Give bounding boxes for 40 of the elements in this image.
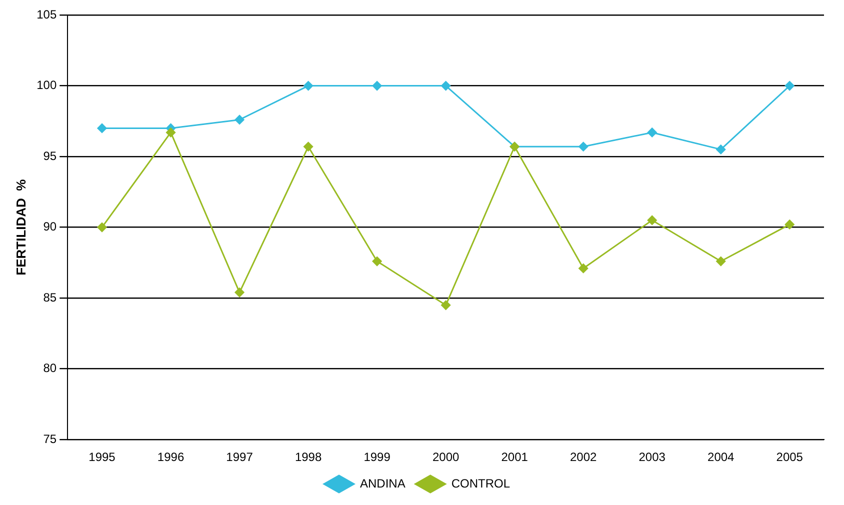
x-tick-label: 1996 (157, 450, 184, 464)
x-tick-label: 1998 (294, 450, 322, 464)
point (97, 123, 107, 133)
x-tick-label: 2003 (638, 450, 666, 464)
point (304, 142, 314, 152)
x-tick-label: 2000 (432, 450, 460, 464)
point (647, 215, 657, 225)
point (716, 144, 726, 154)
y-tick-label: 95 (43, 148, 57, 163)
y-axis-title: FERTILIDAD % (13, 178, 28, 276)
point (372, 256, 382, 266)
point (716, 256, 726, 266)
legend-label: CONTROL (451, 476, 510, 490)
point (578, 264, 588, 274)
point (784, 220, 794, 230)
point (234, 114, 244, 124)
x-tick-label: 2001 (501, 450, 528, 464)
point (166, 128, 176, 138)
point (234, 288, 244, 298)
point (372, 81, 382, 91)
legend-label: ANDINA (360, 476, 406, 490)
y-tick-label: 100 (36, 78, 57, 92)
point (304, 81, 314, 91)
x-tick-label: 2002 (570, 450, 598, 464)
y-tick-label: 105 (36, 7, 57, 22)
point (441, 300, 451, 310)
y-tick-label: 90 (43, 220, 57, 234)
x-tick-label: 1995 (88, 450, 116, 464)
y-tick-label: 75 (43, 432, 57, 446)
x-tick-label: 1997 (226, 450, 254, 464)
y-tick-label: 85 (43, 290, 57, 304)
point (97, 222, 107, 232)
point (441, 81, 451, 91)
point (784, 81, 794, 91)
x-tick-label: 2004 (708, 450, 735, 464)
x-tick-label: 1999 (364, 450, 391, 464)
point (647, 128, 657, 138)
x-tick-label: 2005 (776, 450, 804, 464)
y-tick-label: 80 (43, 361, 57, 376)
point (578, 142, 588, 152)
